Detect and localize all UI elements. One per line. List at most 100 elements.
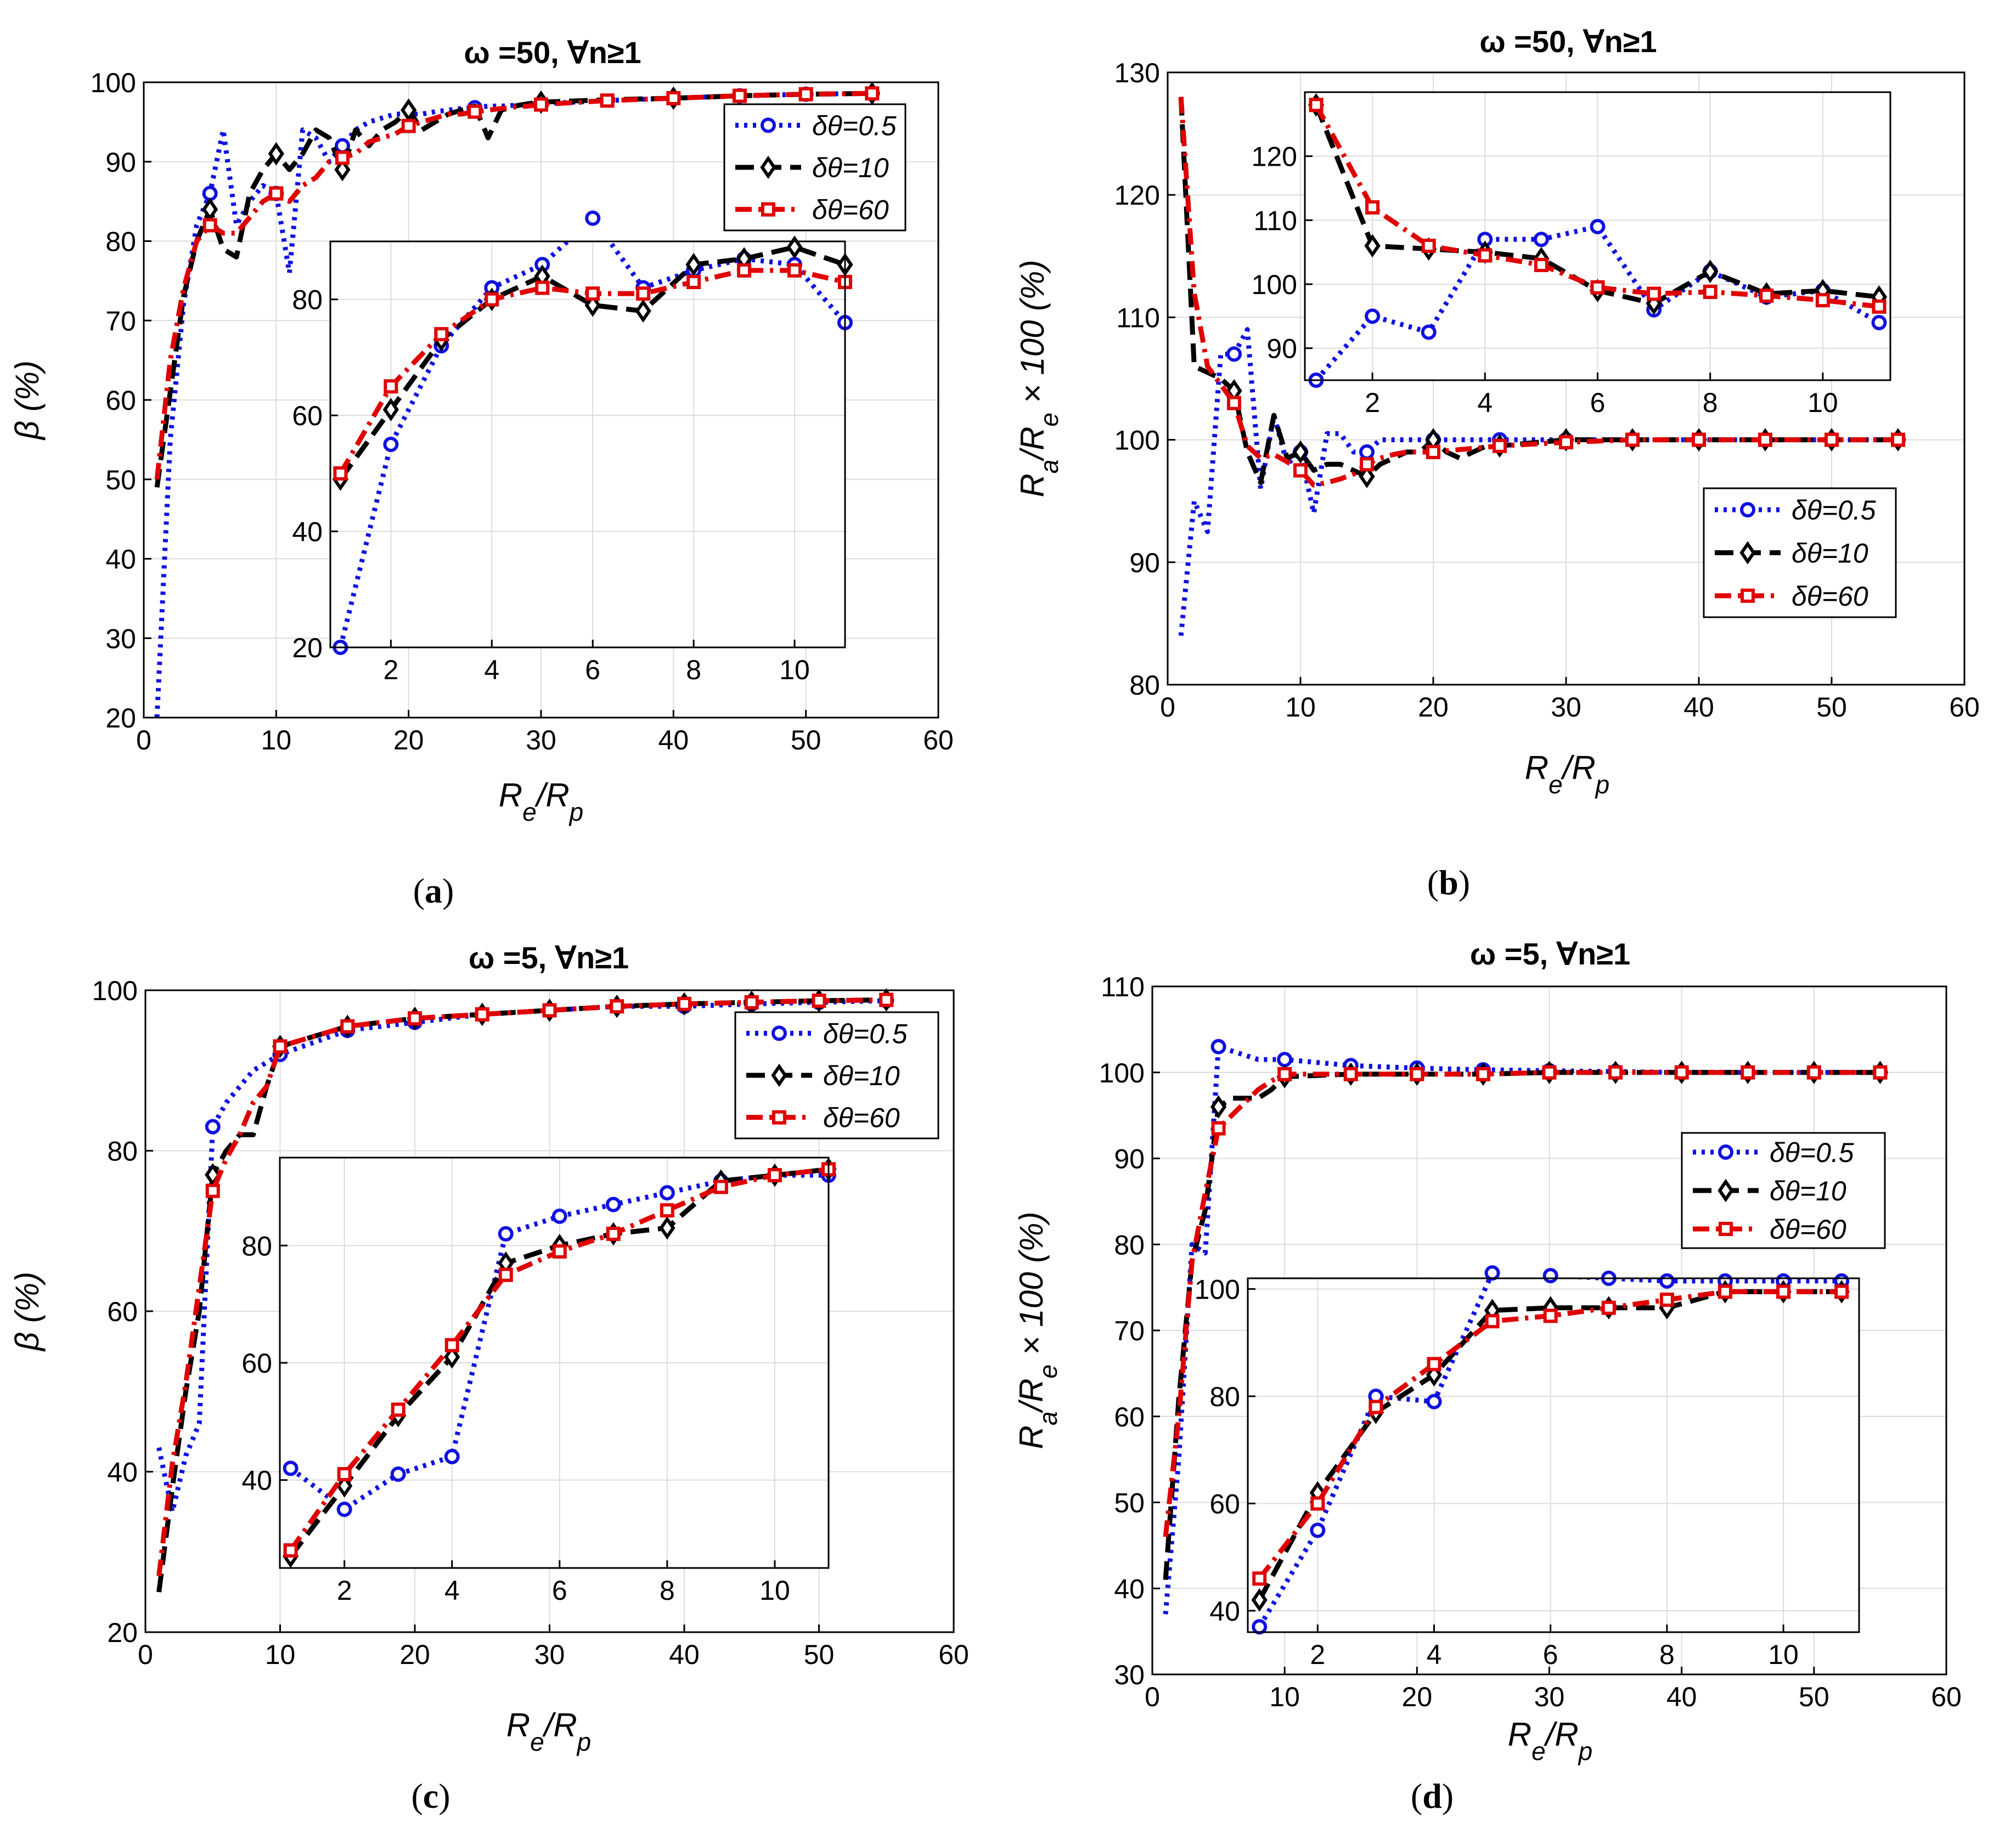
series-line-2-marker [334,157,351,182]
inset-series-line-3-marker [606,1226,621,1241]
inset-series-line-3-marker [337,1467,352,1482]
series-line-3-marker [534,97,548,112]
inset-series-line-3-marker [1427,1357,1441,1372]
series-line-1 [154,91,872,718]
inset-tick-label-y: 20 [292,633,323,663]
inset-tick-label-x: 2 [1310,1639,1325,1670]
main-tick-label-y: 90 [105,147,136,178]
inset-tick-label-x: 6 [552,1575,567,1606]
main-tick-label-y: 110 [1116,302,1160,333]
series-line-3-marker [273,1039,288,1054]
panel-caption: (d) [1411,1776,1454,1815]
inset-series-line-1-marker [1542,1268,1558,1284]
main-tick-label-y: 20 [105,703,136,734]
inset-tick-label-x: 6 [1543,1639,1558,1670]
inset-tick-label-x: 2 [1365,387,1380,418]
inset-series-line-3-marker [1365,200,1380,215]
inset-tick-label-x: 2 [383,655,398,685]
series-line-3-marker [1741,1065,1755,1080]
main-tick-label-x: 30 [1551,692,1581,723]
inset-tick-label-y: 110 [1253,205,1297,236]
main-tick-label-x: 10 [1269,1682,1300,1712]
main-tick-label-x: 50 [1799,1682,1829,1712]
chart-title: ω =5, ∀n≥1 [469,940,629,975]
inset-series-line-3-marker [1309,98,1324,112]
inset-series-line-3-marker [1647,286,1662,301]
series-line-3-marker [468,104,482,119]
panel-caption: (c) [411,1776,450,1815]
inset-series-line-3-marker [498,1267,513,1282]
main-tick-label-y: 80 [107,1136,138,1167]
main-tick-label-x: 20 [399,1639,430,1670]
inset-tick-label-x: 8 [1703,387,1718,418]
legend-label-3: δθ=60 [812,195,889,225]
legend-label-1: δθ=0.5 [1770,1137,1854,1168]
legend-marker-2 [1739,541,1756,565]
inset-series-line-2-marker [382,398,399,421]
legend-marker-3 [1741,588,1755,603]
legend-marker-2 [771,1063,787,1087]
series-line-3-marker [408,1011,422,1026]
panel-caption: (b) [1427,863,1470,902]
inset-series-line-1-marker [605,1197,621,1212]
x-axis-label: Re/Rp [506,1707,592,1756]
series-line-3-marker [1542,1065,1557,1080]
inset-series-line-1-marker [1484,1265,1500,1281]
x-axis-label: Re/Rp [1525,749,1610,799]
main-tick-label-y: 100 [1114,425,1160,456]
chart-panel-b: 0 10 20 30 40 50 60 80 90 100 110 120 130 2 4 6 8 10 90 100… [1014,24,1980,902]
inset-series-line-1-marker [498,1226,514,1242]
main-tick-label-x: 60 [1949,692,1980,723]
inset-frame [1304,91,1891,381]
chart-title: ω =5, ∀n≥1 [1470,937,1630,971]
main-tick-label-x: 30 [1534,1682,1565,1712]
series-line-3-marker [798,87,813,101]
inset-tick-label-y: 40 [1209,1596,1240,1627]
inset-series-line-1-marker [1590,219,1606,234]
inset-tick-label-x: 8 [686,655,701,685]
inset-frame [1247,1277,1860,1633]
series-line-2 [156,997,887,1593]
inset-tick-label-x: 8 [1659,1639,1675,1670]
inset-series-line-3-marker [434,327,449,342]
main-tick-label-x: 30 [526,725,556,755]
main-tick-label-y: 40 [1114,1573,1145,1604]
main-tick-label-x: 50 [791,725,821,755]
inset-series-line-3-marker [1601,1300,1616,1315]
y-axis-label: β (%) [9,360,46,441]
series-line-3-marker [1806,1065,1821,1080]
series-line-3-marker [1277,1067,1292,1081]
inset-series-line-3-marker [1776,1284,1791,1299]
legend-marker-1 [761,117,776,133]
legend-label-2: δθ=10 [1770,1176,1846,1206]
legend-label-1: δθ=0.5 [823,1018,908,1049]
inset-tick-label-y: 80 [241,1231,272,1261]
inset-series-line-3-marker [552,1244,567,1259]
main-tick-label-y: 80 [1129,670,1160,701]
series-line-1-marker [1359,444,1375,460]
x-axis-label: Re/Rp [1508,1716,1593,1765]
inset-series-line-1 [338,241,845,647]
series-line-3-marker [677,996,691,1011]
series-line-3-marker [1360,457,1374,472]
inset-series-line-1-marker [659,1185,675,1201]
series-line-3-marker [1608,1065,1623,1080]
series-line-3-marker [1211,1121,1226,1136]
inset-series-line-3-marker [1421,239,1436,253]
series-line-3-marker [1343,1067,1358,1081]
main-tick-label-x: 20 [393,725,424,755]
series-line-3-marker [1758,432,1772,447]
main-axes-frame [1167,71,1966,686]
series-line-1 [1178,327,1898,636]
series-line-3-marker [269,186,284,201]
series-line-3-marker [1891,432,1905,447]
y-axis-label: β (%) [9,1272,46,1352]
legend-marker-2 [760,155,776,179]
inset-series-line-3-marker [1659,1293,1674,1307]
inset-series-line-3-marker [1717,1284,1732,1299]
series-line-3-marker [1293,463,1308,478]
series-line-3 [154,91,872,480]
inset-tick-label-x: 10 [779,655,810,685]
legend-label-2: δθ=10 [1792,538,1868,569]
y-axis-label: Ra/Re × 100 (%) [1014,260,1063,498]
